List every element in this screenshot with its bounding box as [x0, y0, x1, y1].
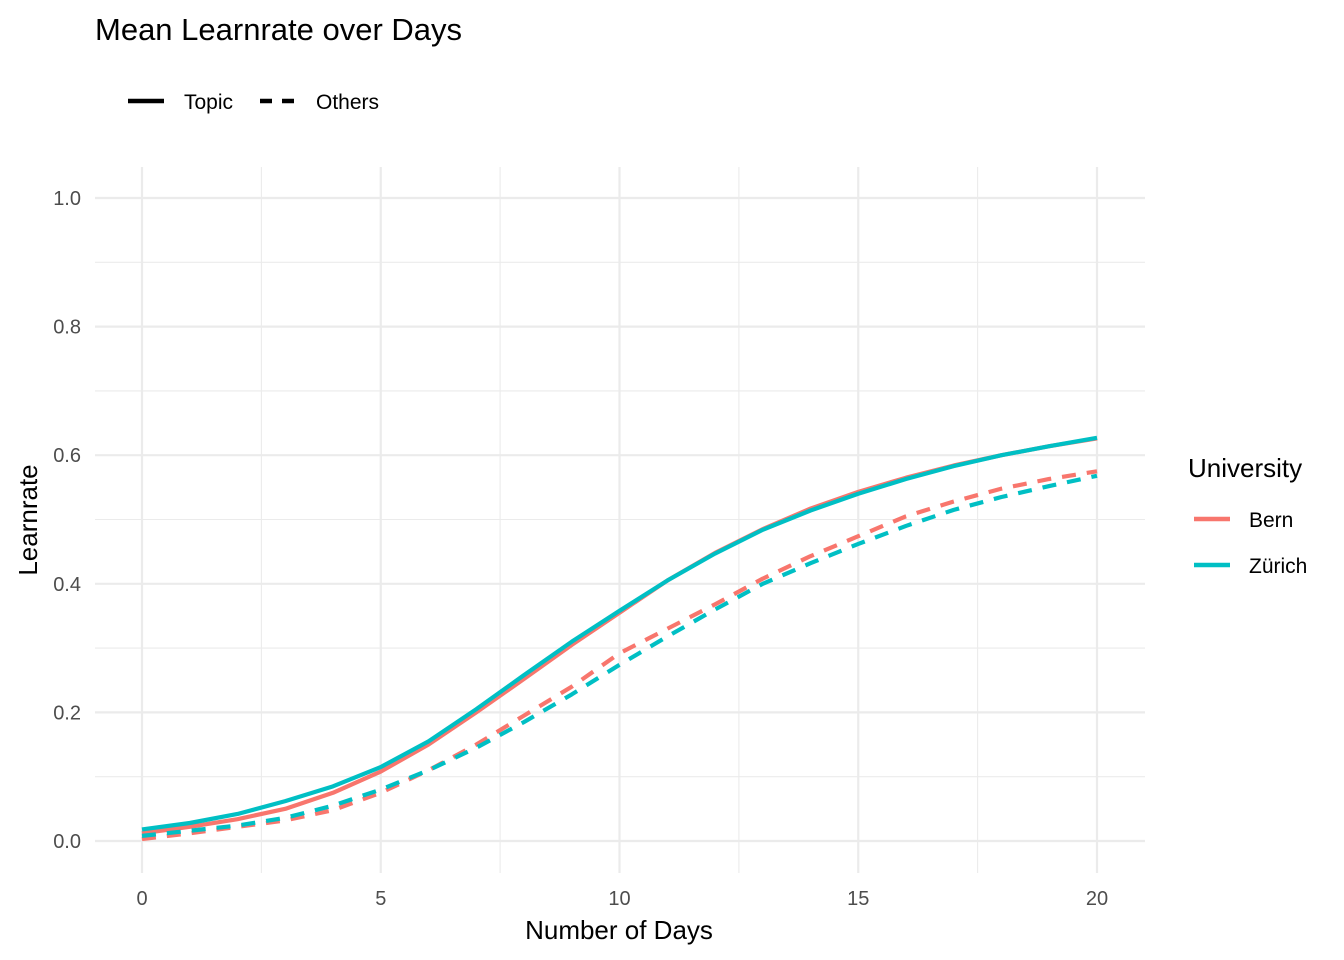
- y-tick-label: 0.6: [53, 445, 81, 467]
- y-tick-label: 0.0: [53, 831, 81, 853]
- series-line-zrich-others: [141, 473, 1098, 838]
- x-tick-labels: 0 5 10 15 20: [136, 888, 1108, 910]
- y-tick-label: 0.4: [53, 574, 81, 596]
- legend-label-bern: Bern: [1249, 509, 1293, 532]
- y-tick-labels: 0.0 0.2 0.4 0.6 0.8 1.0: [53, 188, 81, 853]
- x-tick-label: 20: [1086, 888, 1108, 910]
- legend-title-university: University: [1188, 453, 1302, 483]
- series-line-zrich-topic: [141, 435, 1098, 832]
- legend-label-zurich: Zürich: [1249, 555, 1307, 578]
- x-tick-label: 15: [847, 888, 869, 910]
- x-tick-label: 0: [136, 888, 147, 910]
- y-tick-label: 1.0: [53, 188, 81, 210]
- x-tick-label: 10: [608, 888, 630, 910]
- color-legend: University Bern Zürich: [1188, 453, 1307, 578]
- series-line-bern-others: [141, 469, 1098, 842]
- y-tick-label: 0.2: [53, 702, 81, 724]
- linetype-legend: Topic Others: [128, 91, 379, 114]
- legend-label-others: Others: [316, 91, 379, 114]
- y-axis-title: Learnrate: [13, 464, 43, 575]
- series-lines: [141, 435, 1098, 842]
- legend-label-topic: Topic: [184, 91, 233, 114]
- x-axis-title: Number of Days: [525, 915, 713, 945]
- x-tick-label: 5: [375, 888, 386, 910]
- chart-title: Mean Learnrate over Days: [95, 12, 462, 47]
- grid: [95, 167, 1145, 873]
- y-tick-label: 0.8: [53, 317, 81, 339]
